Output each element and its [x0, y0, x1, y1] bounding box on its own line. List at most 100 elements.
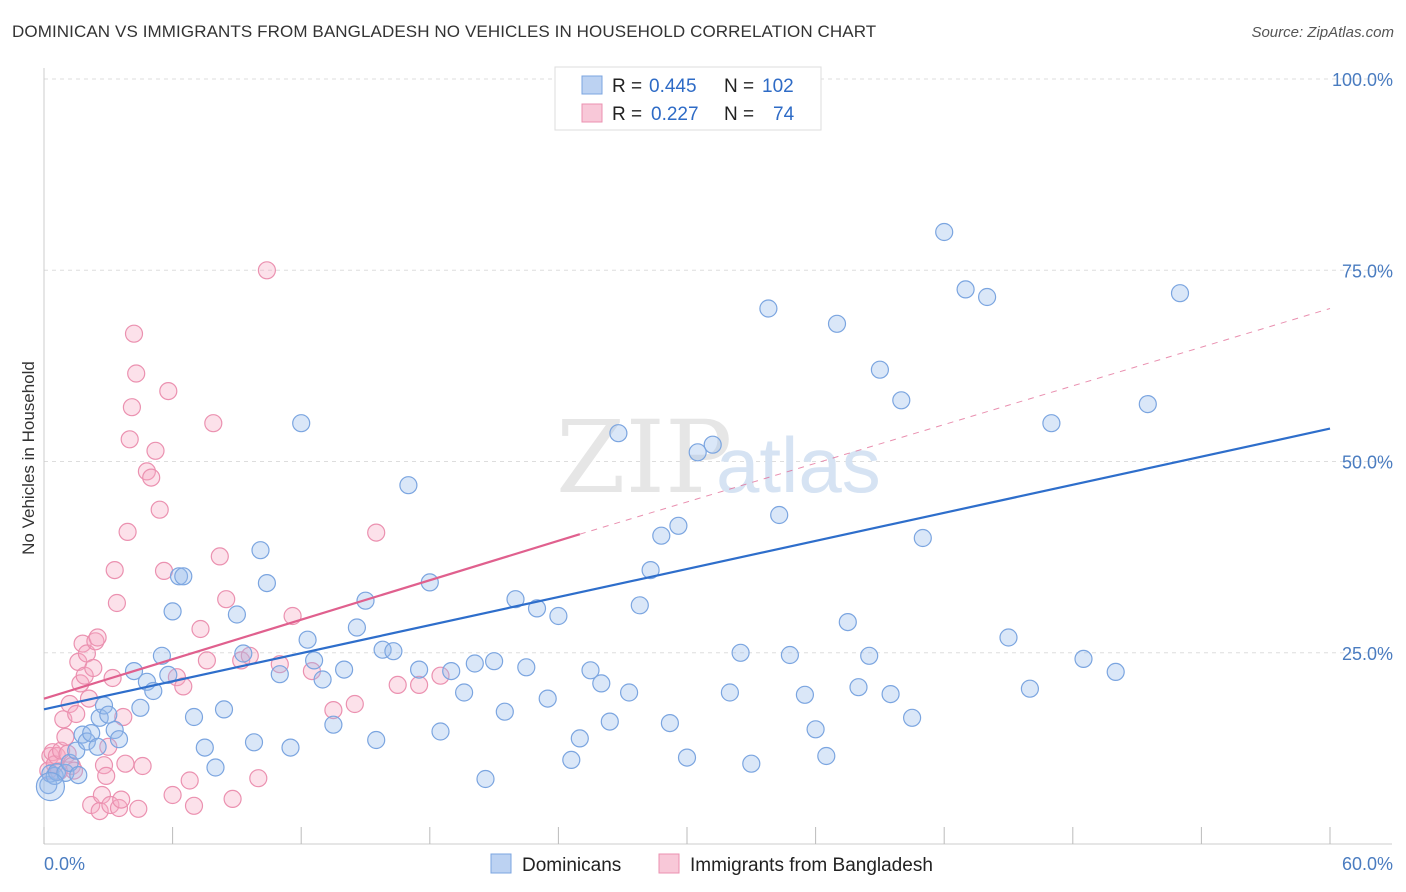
y-tick-label-2: 75.0%: [1342, 261, 1393, 281]
dominican-point-87: [827, 314, 847, 333]
bottom-legend-label-dominicans: Dominicans: [522, 855, 621, 876]
dominican-point-62: [549, 606, 568, 626]
points-layer: [35, 222, 1190, 821]
dominican-point-54: [465, 654, 484, 673]
bangladesh-point-60: [223, 789, 242, 809]
bangladesh-point-54: [184, 796, 204, 815]
dominican-point-97: [956, 280, 975, 299]
dominican-point-51: [431, 722, 450, 741]
bangladesh-point-68: [324, 700, 343, 720]
watermark-atlas: atlas: [716, 421, 881, 509]
bangladesh-point-72: [410, 675, 429, 695]
dominican-point-59: [517, 658, 536, 677]
trend-line-bangladesh-dashed: [579, 308, 1331, 535]
bangladesh-point-45: [142, 468, 161, 487]
dominican-point-76: [688, 443, 707, 462]
bangladesh-point-41: [127, 364, 146, 383]
legend-r-label-2: R =: [612, 104, 642, 125]
dominican-point-80: [742, 754, 761, 773]
bangladesh-point-37: [118, 522, 137, 542]
dominican-point-85: [806, 720, 825, 739]
bangladesh-point-31: [105, 560, 124, 580]
legend-bottom: Dominicans Immigrants from Bangladesh: [490, 853, 933, 876]
dominican-point-66: [592, 674, 611, 693]
bottom-legend-swatch-pink: [658, 853, 680, 874]
bangladesh-point-71: [388, 675, 407, 695]
bangladesh-point-39: [122, 398, 141, 417]
watermark: ZIP atlas: [556, 399, 881, 516]
legend-top: R = 0.445 N = 102 R = 0.227 N = 74: [554, 66, 822, 131]
bangladesh-point-55: [191, 619, 210, 639]
dominican-point-35: [270, 665, 289, 684]
dominican-point-52: [442, 661, 461, 681]
axis-layer: [43, 68, 1392, 845]
dominican-point-77: [703, 435, 722, 454]
dominican-point-96: [935, 222, 954, 242]
dominican-point-22: [159, 665, 178, 685]
dominican-point-33: [251, 541, 270, 560]
legend-n-value-1: 102: [762, 76, 794, 97]
bangladesh-point-57: [204, 414, 223, 433]
dominican-point-48: [399, 476, 418, 495]
dominican-point-57: [495, 702, 514, 721]
watermark-zip: ZIP: [556, 399, 732, 516]
bangladesh-point-26: [94, 756, 114, 775]
bangladesh-point-70: [367, 523, 386, 542]
bangladesh-point-56: [197, 651, 216, 670]
dominican-point-67: [600, 712, 619, 731]
bangladesh-point-43: [133, 756, 152, 776]
legend-r-value-1: 0.445: [649, 76, 697, 97]
dominican-point-99: [999, 628, 1018, 647]
dominican-point-100: [1020, 679, 1040, 698]
dominican-point-65: [581, 661, 600, 680]
dominican-point-0: [39, 775, 58, 795]
dominican-point-32: [244, 733, 264, 752]
bangladesh-point-21: [84, 658, 103, 678]
bangladesh-point-69: [345, 694, 364, 714]
dominican-point-42: [335, 660, 354, 679]
dominican-point-41: [324, 715, 343, 734]
y-tick-label-0: 25.0%: [1342, 644, 1393, 664]
dominican-point-37: [292, 414, 311, 433]
bangladesh-point-24: [90, 801, 109, 821]
dominican-point-45: [367, 730, 386, 750]
bangladesh-point-34: [112, 790, 131, 809]
dominican-point-83: [780, 645, 800, 665]
x-tick-label-0: 0.0%: [44, 854, 85, 874]
dominican-point-23: [163, 602, 182, 621]
dominican-point-69: [619, 683, 639, 702]
dominican-point-49: [410, 660, 429, 679]
dominican-point-95: [913, 528, 932, 548]
dominican-point-56: [485, 652, 504, 671]
bottom-legend-swatch-blue: [490, 853, 512, 874]
bangladesh-point-47: [150, 500, 169, 519]
legend-n-label-2: N =: [724, 104, 754, 125]
dominican-point-86: [817, 746, 836, 766]
dominican-point-105: [1170, 284, 1190, 303]
dominican-point-55: [476, 769, 495, 789]
dominican-point-64: [570, 729, 589, 748]
dominican-point-61: [538, 689, 557, 708]
bangladesh-point-32: [107, 593, 127, 613]
dominican-point-90: [860, 646, 879, 665]
dominican-point-92: [881, 684, 900, 704]
dominican-point-30: [227, 605, 246, 624]
bangladesh-point-27: [97, 766, 116, 786]
dominican-point-11: [88, 737, 107, 756]
dominican-point-18: [131, 698, 150, 717]
grid-layer: [44, 78, 1392, 654]
dominican-point-7: [69, 765, 88, 785]
bangladesh-point-38: [120, 430, 139, 449]
bangladesh-point-50: [163, 785, 182, 805]
chart-source: Source: ZipAtlas.com: [1251, 24, 1394, 41]
dominican-point-68: [609, 424, 628, 443]
bangladesh-point-63: [249, 769, 268, 788]
dominican-point-60: [527, 599, 547, 618]
bangladesh-point-49: [159, 382, 178, 401]
dominican-point-71: [641, 560, 660, 580]
dominican-point-15: [105, 720, 124, 740]
dominican-point-89: [849, 678, 868, 697]
bangladesh-point-23: [88, 628, 107, 647]
